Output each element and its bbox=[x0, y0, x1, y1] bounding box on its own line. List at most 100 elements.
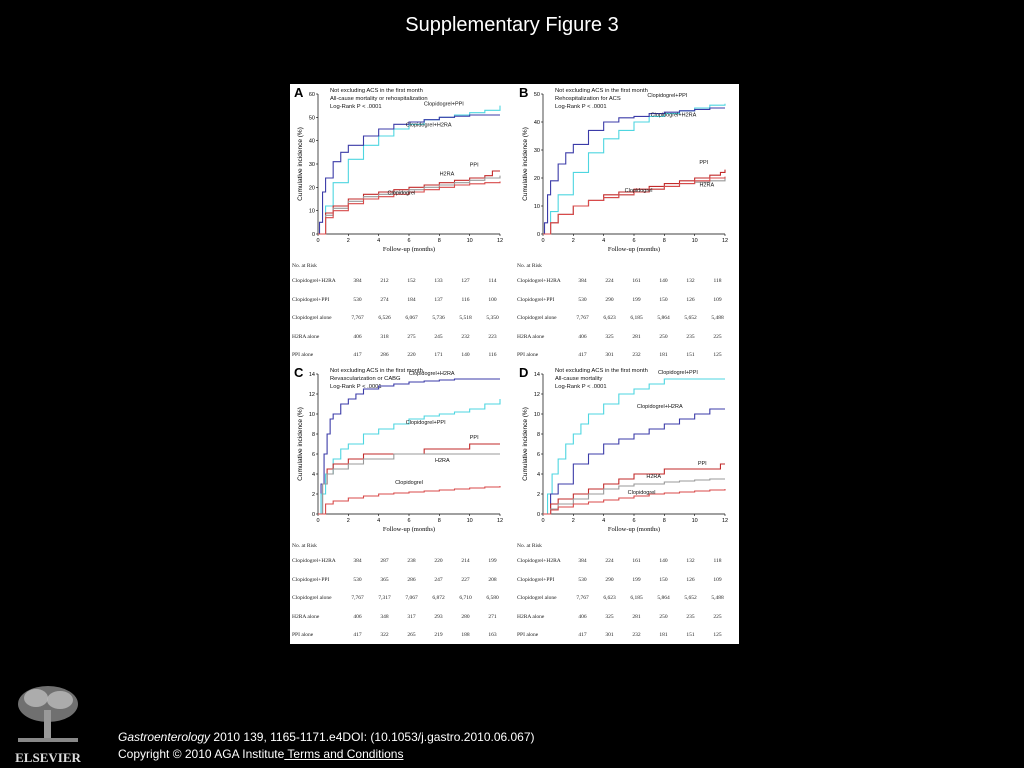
risk-cell: 114 bbox=[488, 278, 497, 285]
series-label: Clopidogrel+H2RA bbox=[406, 123, 452, 129]
risk-cell: 384 bbox=[353, 278, 362, 285]
risk-cell: 150 bbox=[659, 576, 668, 583]
risk-cell: 125 bbox=[713, 352, 722, 359]
risk-cell: 232 bbox=[461, 333, 470, 340]
y-tick-label: 60 bbox=[309, 92, 315, 98]
risk-cell: 5,736 bbox=[432, 315, 445, 322]
risk-row-label: Clopidogrel alone bbox=[517, 315, 557, 322]
risk-table: No. at Risk Clopidogrel+H2RA 384 287 238 220 2… bbox=[290, 540, 514, 645]
y-tick-label: 30 bbox=[309, 162, 315, 168]
risk-cell: 219 bbox=[434, 632, 443, 639]
risk-table-row: Clopidogrel+PPI 530 290 199 150 126 109 bbox=[517, 291, 731, 310]
risk-table-header: No. at Risk bbox=[517, 263, 542, 269]
chart-title-line: Not excluding ACS in the first month bbox=[555, 88, 648, 94]
risk-cell: 126 bbox=[686, 576, 695, 583]
risk-cell: 151 bbox=[686, 352, 695, 359]
series-line-clopidogrel bbox=[318, 486, 501, 515]
risk-cell: 417 bbox=[353, 352, 362, 359]
series-line-clopidogrel bbox=[543, 176, 726, 235]
series-line-h2ra bbox=[318, 453, 500, 515]
risk-cell: 140 bbox=[659, 278, 668, 285]
risk-cell: 235 bbox=[686, 613, 695, 620]
km-chart-d: D Not excluding ACS in the first month All… bbox=[519, 365, 728, 533]
risk-cell: 348 bbox=[380, 613, 389, 620]
risk-cell: 280 bbox=[461, 613, 470, 620]
y-tick-label: 4 bbox=[537, 472, 540, 478]
y-axis-label: Cumulative incidence (%) bbox=[297, 407, 304, 481]
risk-cell: 225 bbox=[713, 613, 722, 620]
risk-cell: 161 bbox=[632, 278, 641, 285]
risk-cell: 417 bbox=[353, 632, 362, 639]
risk-row-label: H2RA alone bbox=[517, 613, 545, 620]
x-tick-label: 6 bbox=[407, 238, 410, 244]
y-tick-label: 12 bbox=[309, 392, 315, 398]
series-line-clopidogrel-h2ra bbox=[318, 114, 500, 235]
panel-d: D Not excluding ACS in the first month All… bbox=[515, 364, 739, 644]
risk-cell: 171 bbox=[434, 352, 443, 359]
risk-cell: 208 bbox=[488, 576, 497, 583]
risk-cell: 6,067 bbox=[405, 315, 418, 322]
x-tick-label: 12 bbox=[722, 518, 728, 524]
y-tick-label: 8 bbox=[537, 432, 540, 438]
series-label: H2RA bbox=[699, 182, 714, 188]
risk-cell: 5,488 bbox=[711, 595, 724, 602]
risk-table-row: PPI alone 417 322 265 219 188 163 bbox=[292, 626, 506, 645]
citation-footer: Gastroenterology 2010 139, 1165-1171.e4D… bbox=[118, 729, 535, 763]
risk-cell: 6,623 bbox=[603, 315, 616, 322]
risk-cell: 5,518 bbox=[459, 315, 472, 322]
risk-row-label: H2RA alone bbox=[292, 613, 320, 620]
risk-row-label: Clopidogrel+PPI bbox=[292, 576, 330, 583]
risk-table-row: Clopidogrel alone 7,767 6,623 6,185 5,864 5,6… bbox=[517, 589, 731, 608]
y-tick-label: 20 bbox=[309, 185, 315, 191]
risk-table-row: Clopidogrel+H2RA 384 224 161 140 132 118 bbox=[517, 272, 731, 291]
y-tick-label: 0 bbox=[312, 512, 315, 518]
series-label: Clopidogrel+PPI bbox=[406, 420, 446, 426]
risk-cell: 325 bbox=[605, 613, 614, 620]
elsevier-tree-icon: ELSEVIER bbox=[11, 683, 85, 765]
risk-cell: 116 bbox=[488, 352, 497, 359]
risk-cell: 199 bbox=[632, 296, 641, 303]
risk-cell: 199 bbox=[488, 558, 497, 565]
x-tick-label: 2 bbox=[347, 238, 350, 244]
risk-table-row: H2RA alone 406 325 281 250 235 225 bbox=[517, 608, 731, 627]
risk-cell: 245 bbox=[434, 333, 443, 340]
y-tick-label: 0 bbox=[537, 512, 540, 518]
risk-table-header: No. at Risk bbox=[292, 543, 317, 549]
risk-cell: 530 bbox=[353, 576, 362, 583]
series-label: Clopidogrel+PPI bbox=[424, 102, 464, 108]
series-label: PPI bbox=[698, 461, 707, 467]
x-tick-label: 0 bbox=[316, 238, 319, 244]
chart-title-line: Not excluding ACS in the first month bbox=[555, 368, 648, 374]
y-tick-label: 40 bbox=[534, 120, 540, 126]
risk-cell: 125 bbox=[713, 632, 722, 639]
risk-cell: 301 bbox=[605, 352, 614, 359]
chart-title-line: Not excluding ACS in the first month bbox=[330, 88, 423, 94]
terms-link[interactable]: Terms and Conditions bbox=[284, 747, 404, 761]
x-tick-label: 6 bbox=[632, 238, 635, 244]
chart-title-line: Log-Rank P < .0001 bbox=[555, 104, 607, 110]
risk-cell: 224 bbox=[605, 278, 614, 285]
risk-table-header: No. at Risk bbox=[292, 263, 317, 269]
y-tick-label: 2 bbox=[537, 492, 540, 498]
chart-title-line: Log-Rank P < .0001 bbox=[330, 104, 382, 110]
risk-table-row: H2RA alone 406 348 317 293 280 271 bbox=[292, 608, 506, 627]
risk-cell: 109 bbox=[713, 296, 722, 303]
series-label: H2RA bbox=[646, 474, 661, 480]
x-tick-label: 0 bbox=[541, 238, 544, 244]
risk-row-label: Clopidogrel+PPI bbox=[292, 296, 330, 303]
risk-cell: 406 bbox=[353, 613, 362, 620]
risk-cell: 417 bbox=[578, 352, 587, 359]
series-label: Clopidogrel+H2RA bbox=[409, 371, 455, 377]
x-tick-label: 4 bbox=[377, 238, 380, 244]
x-tick-label: 2 bbox=[347, 518, 350, 524]
risk-cell: 232 bbox=[632, 632, 641, 639]
panel-letter: D bbox=[519, 365, 528, 380]
risk-row-label: PPI alone bbox=[292, 632, 314, 639]
risk-cell: 301 bbox=[605, 632, 614, 639]
risk-table-row: Clopidogrel alone 7,767 6,526 6,067 5,736 5,5… bbox=[292, 309, 506, 328]
risk-cell: 220 bbox=[407, 352, 416, 359]
x-tick-label: 10 bbox=[692, 238, 698, 244]
risk-cell: 6,580 bbox=[486, 595, 499, 602]
risk-row-label: Clopidogrel+H2RA bbox=[292, 558, 336, 565]
x-tick-label: 12 bbox=[497, 238, 503, 244]
